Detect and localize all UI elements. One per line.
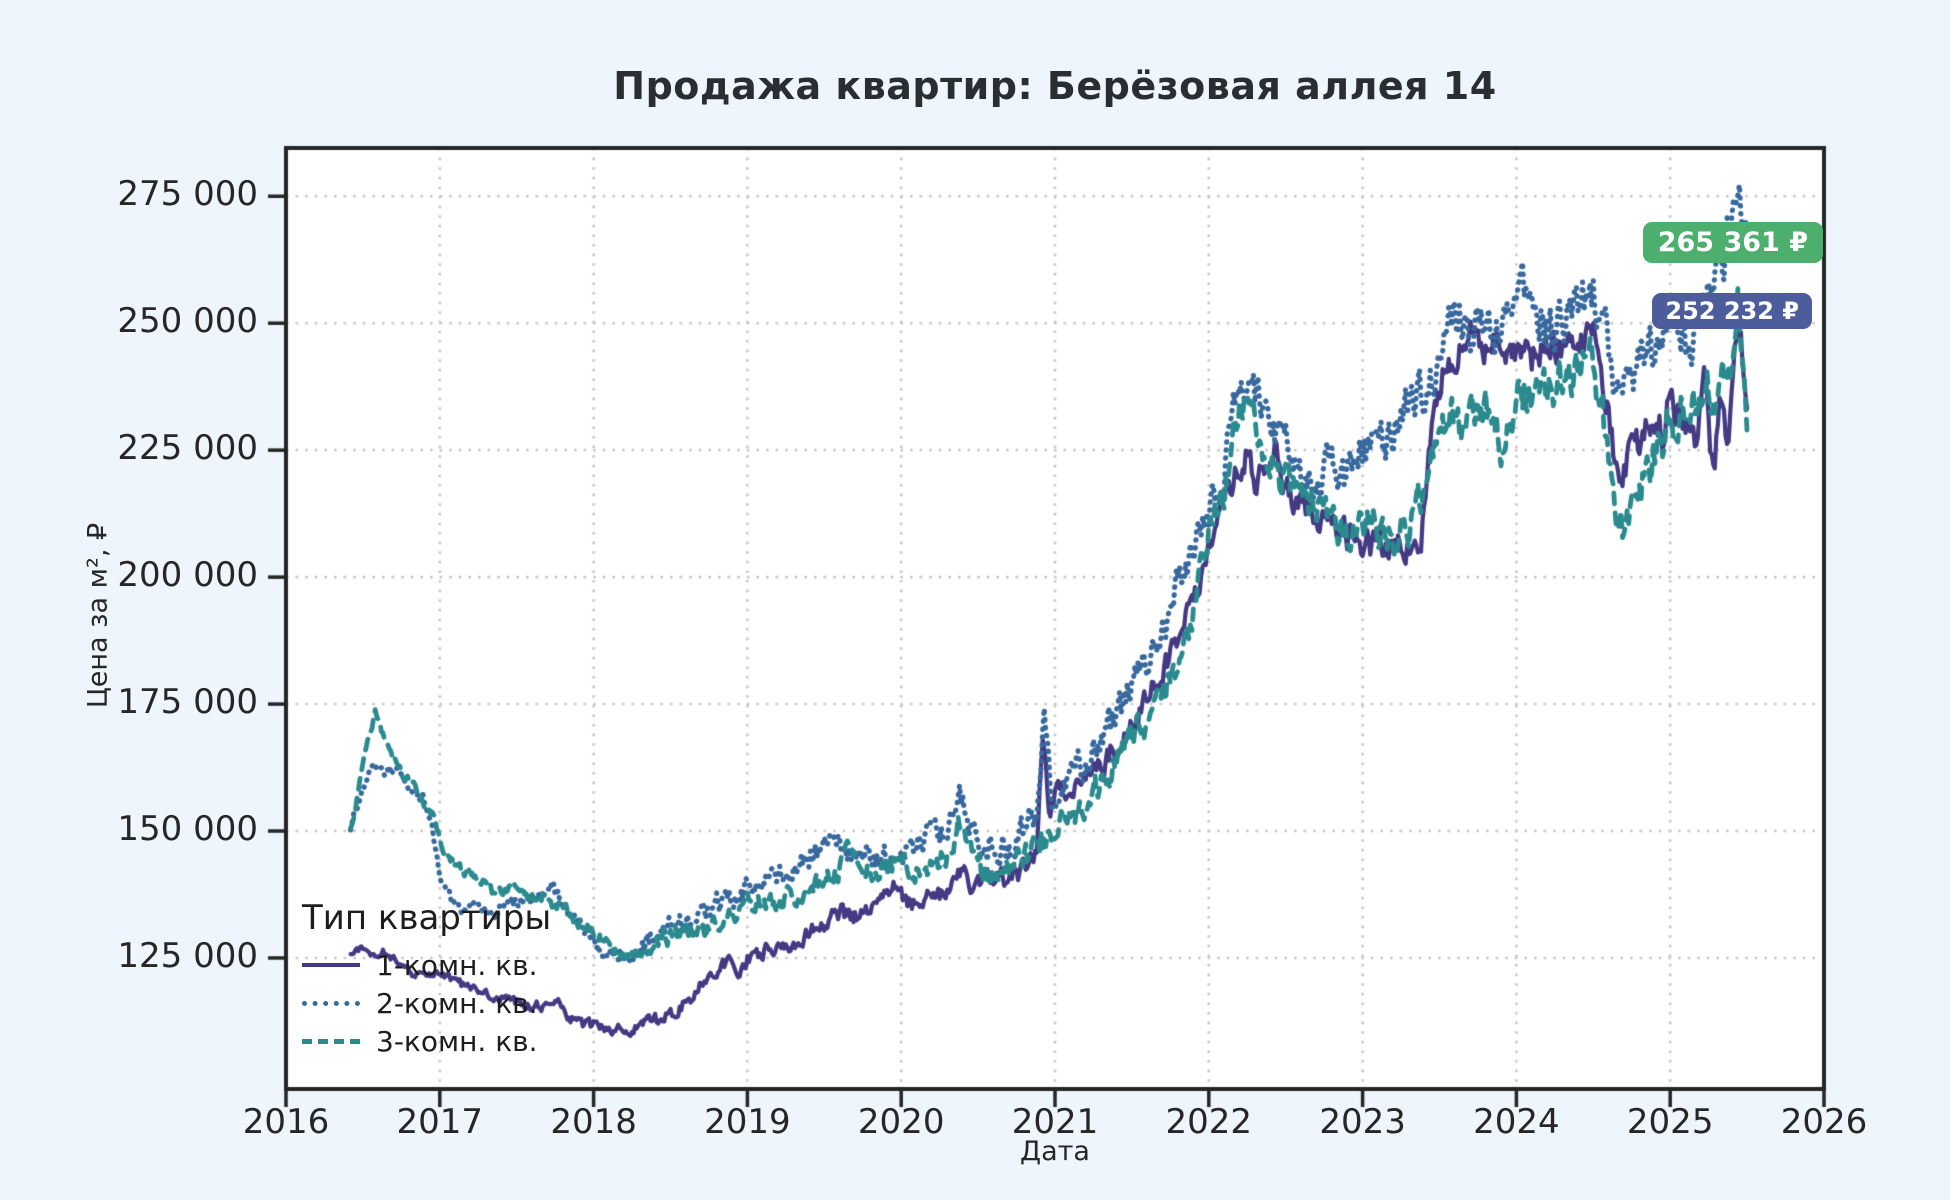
legend: Тип квартиры 1-комн. кв. 2-комн. кв. 3-ком… [302,898,551,1060]
y-tick-label: 150 000 [117,809,258,850]
price-callout-blue: 252 232 ₽ [1652,293,1812,329]
x-tick-label: 2024 [1473,1102,1560,1142]
y-tick-label: 275 000 [117,174,258,215]
chart-title: Продажа квартир: Берёзовая аллея 14 [613,64,1497,108]
legend-item-label: 2-комн. кв. [376,986,538,1020]
price-callout-blue-label: 252 232 ₽ [1665,297,1799,325]
x-tick-label: 2019 [704,1102,791,1142]
legend-line-sample-dashed [302,1038,360,1044]
x-axis-title: Дата [1020,1136,1090,1167]
x-tick-label: 2018 [550,1102,637,1142]
x-tick-label: 2026 [1780,1102,1868,1142]
x-tick-label: 2017 [396,1102,484,1142]
x-tick-label: 2021 [1011,1102,1099,1142]
y-tick-label: 125 000 [117,935,258,976]
legend-line-sample-solid [302,963,360,967]
y-tick-label: 225 000 [117,428,258,469]
legend-item: 3-комн. кв. [302,1022,551,1060]
price-callout-green: 265 361 ₽ [1642,222,1823,263]
x-tick-label: 2023 [1319,1102,1406,1142]
y-tick-label: 200 000 [117,555,258,596]
x-tick-label: 2022 [1165,1102,1253,1142]
legend-item: 2-комн. кв. [302,984,551,1022]
legend-item-label: 3-комн. кв. [376,1024,538,1058]
legend-item-label: 1-комн. кв. [376,948,538,982]
y-tick-label: 175 000 [117,682,258,723]
legend-items: 1-комн. кв. 2-комн. кв. 3-комн. кв. [302,946,551,1060]
price-callout-green-label: 265 361 ₽ [1657,227,1808,258]
y-tick-label: 250 000 [117,301,258,342]
legend-line-sample-dotted [302,1000,360,1006]
y-axis-title: Цена за м², ₽ [82,522,114,709]
x-tick-label: 2020 [857,1102,945,1142]
legend-title: Тип квартиры [302,898,552,938]
legend-item: 1-комн. кв. [302,946,551,984]
x-tick-label: 2025 [1626,1102,1714,1142]
x-tick-label: 2016 [242,1102,330,1142]
